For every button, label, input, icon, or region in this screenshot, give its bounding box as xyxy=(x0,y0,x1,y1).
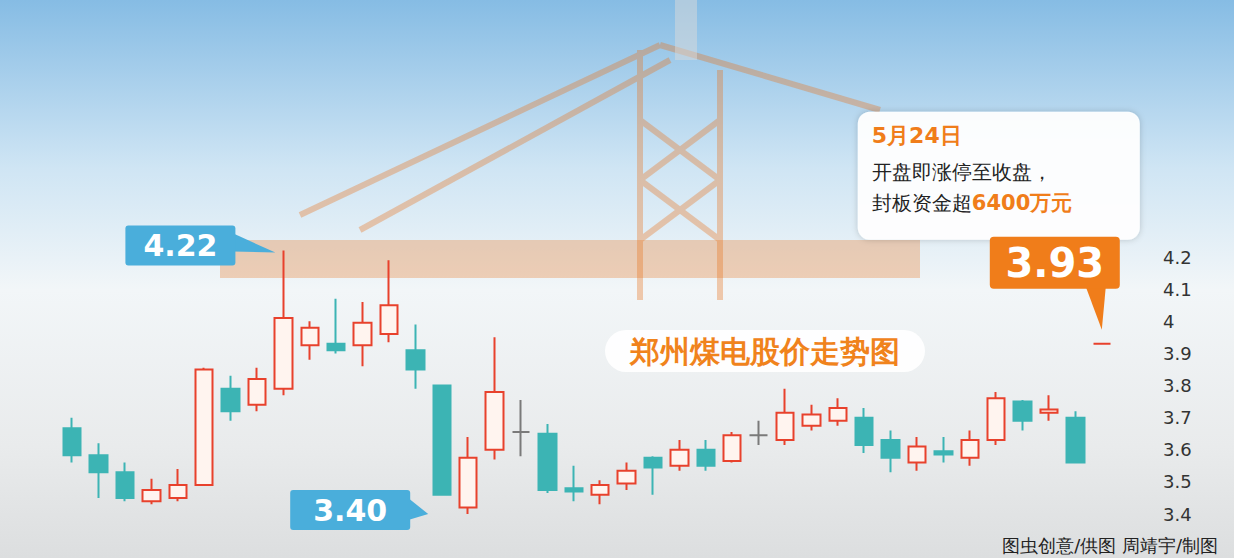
svg-text:封板资金超: 封板资金超 xyxy=(872,191,972,215)
svg-text:6400万元: 6400万元 xyxy=(972,191,1072,215)
svg-text:3.9: 3.9 xyxy=(1163,343,1192,364)
svg-text:3.40: 3.40 xyxy=(313,493,387,528)
svg-text:3.8: 3.8 xyxy=(1163,375,1192,396)
svg-text:3.4: 3.4 xyxy=(1163,504,1192,525)
svg-text:图虫创意/供图 周靖宇/制图: 图虫创意/供图 周靖宇/制图 xyxy=(1002,535,1218,556)
svg-text:3.6: 3.6 xyxy=(1163,439,1192,460)
svg-text:4: 4 xyxy=(1163,311,1174,332)
svg-text:3.5: 3.5 xyxy=(1163,471,1192,492)
svg-text:3.7: 3.7 xyxy=(1163,407,1192,428)
svg-text:5月24日: 5月24日 xyxy=(872,123,962,148)
svg-text:郑州煤电股价走势图: 郑州煤电股价走势图 xyxy=(629,334,900,369)
svg-text:4.1: 4.1 xyxy=(1163,279,1192,300)
svg-text:4.2: 4.2 xyxy=(1163,247,1192,268)
svg-text:4.22: 4.22 xyxy=(143,228,217,263)
svg-text:开盘即涨停至收盘，: 开盘即涨停至收盘， xyxy=(872,160,1052,184)
svg-text:3.93: 3.93 xyxy=(1005,240,1104,286)
